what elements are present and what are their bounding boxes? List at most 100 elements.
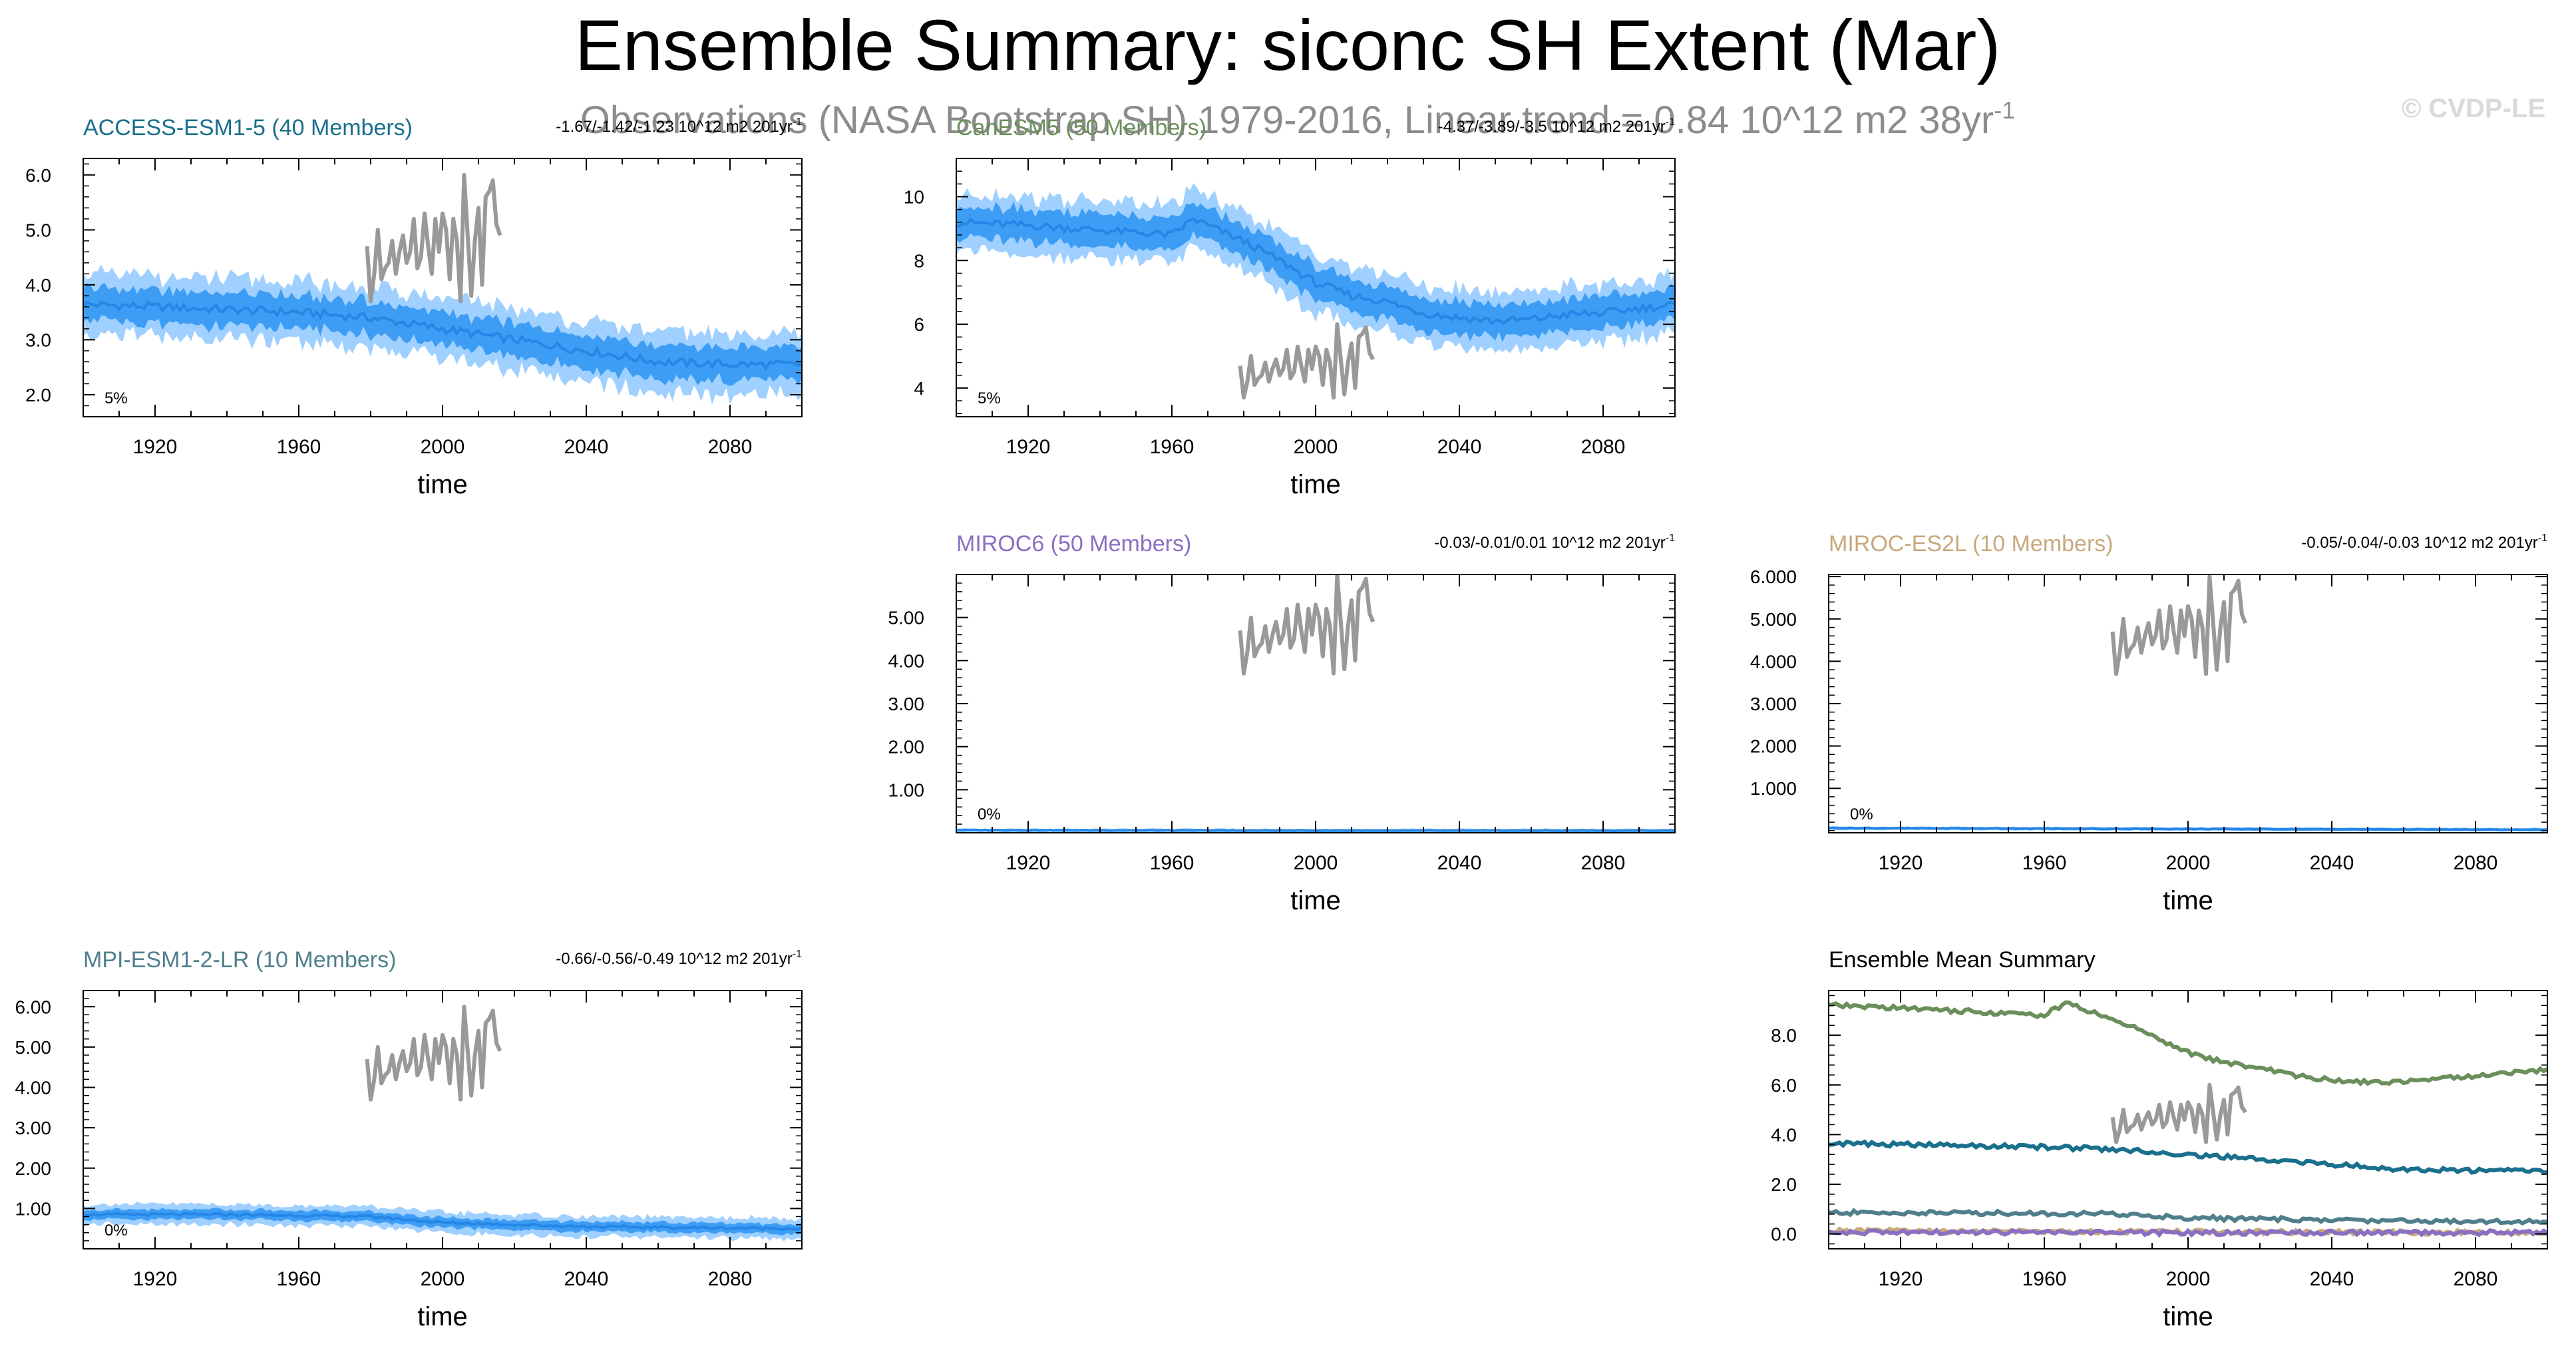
series-line-miroc6 bbox=[1829, 1228, 2547, 1238]
panel-trend-value: -0.03/-0.01/0.01 10^12 m2 201yr bbox=[1434, 534, 1665, 552]
ensemble-spread-band bbox=[956, 201, 1675, 342]
y-tick-label: 2.000 bbox=[1750, 736, 1797, 757]
y-tick-label: 8 bbox=[914, 250, 924, 271]
panel-trend-sup: -1 bbox=[793, 116, 802, 128]
series-line-access-esm1-5 bbox=[1829, 1139, 2547, 1175]
x-tick-label: 2040 bbox=[564, 1268, 609, 1290]
y-tick-label: 1.000 bbox=[1750, 778, 1797, 799]
y-tick-label: 2.00 bbox=[888, 737, 925, 758]
series-line-mpi-esm1-2-lr bbox=[1829, 1208, 2547, 1226]
ensemble-mean-line bbox=[83, 300, 802, 371]
y-tick-label: 6 bbox=[914, 314, 924, 335]
x-tick-label: 1920 bbox=[133, 1268, 178, 1290]
panel-trend-sup: -1 bbox=[1666, 116, 1675, 128]
panel-plot-area bbox=[1829, 1000, 2547, 1238]
x-axis-label: time bbox=[1290, 470, 1341, 499]
panel-plot-area bbox=[956, 574, 1675, 833]
y-tick-label: 1.00 bbox=[888, 780, 925, 800]
panel-trend-text: -1.67/-1.42/-1.23 10^12 m2 201yr-1 bbox=[556, 116, 802, 136]
observations-line bbox=[2110, 1082, 2247, 1144]
observations-line bbox=[365, 1005, 502, 1102]
y-tick-label: 4.00 bbox=[15, 1078, 52, 1098]
y-tick-label: 5.000 bbox=[1750, 609, 1797, 630]
panel-trend-value: -0.66/-0.56/-0.49 10^12 m2 201yr bbox=[556, 950, 792, 968]
panel-title: Ensemble Mean Summary bbox=[1829, 947, 2096, 973]
x-tick-label: 2000 bbox=[421, 436, 465, 458]
y-tick-label: 2.0 bbox=[1771, 1174, 1797, 1195]
observations-line bbox=[1238, 322, 1376, 400]
panel-plot-area bbox=[956, 183, 1675, 400]
panel-trend-sup: -1 bbox=[2538, 533, 2547, 544]
x-axis-label: time bbox=[417, 470, 468, 499]
x-tick-label: 2000 bbox=[2166, 852, 2211, 874]
y-tick-label: 2.00 bbox=[15, 1158, 52, 1179]
percent-label: 5% bbox=[104, 389, 128, 407]
y-tick-label: 4.0 bbox=[1771, 1124, 1797, 1145]
x-tick-label: 1920 bbox=[1006, 852, 1051, 874]
percent-label: 5% bbox=[978, 389, 1001, 407]
observations-line bbox=[2110, 574, 2248, 676]
y-tick-label: 4.00 bbox=[888, 650, 925, 671]
x-tick-label: 2080 bbox=[708, 1268, 753, 1290]
y-tick-label: 8.0 bbox=[1771, 1025, 1797, 1046]
x-axis-label: time bbox=[2163, 886, 2213, 915]
y-tick-label: 0.0 bbox=[1771, 1224, 1797, 1245]
ensemble-mean-line bbox=[83, 1212, 802, 1232]
x-tick-label: 1920 bbox=[1879, 852, 1923, 874]
x-tick-label: 1920 bbox=[1006, 436, 1051, 458]
panel-plot-area bbox=[1829, 574, 2547, 832]
x-tick-label: 1920 bbox=[133, 436, 178, 458]
y-tick-label: 6.00 bbox=[15, 997, 52, 1017]
figure-title: Ensemble Summary: siconc SH Extent (Mar) bbox=[575, 5, 2001, 85]
panel-title: ACCESS-ESM1-5 (40 Members) bbox=[83, 115, 413, 140]
y-tick-label: 4 bbox=[914, 378, 924, 399]
x-tick-label: 2040 bbox=[1437, 852, 1482, 874]
x-tick-label: 2040 bbox=[2310, 852, 2354, 874]
x-tick-label: 1960 bbox=[277, 1268, 321, 1290]
y-tick-label: 5.0 bbox=[25, 220, 51, 240]
y-tick-label: 2.0 bbox=[25, 385, 51, 405]
panel-plot-area bbox=[83, 1005, 802, 1242]
x-tick-label: 1960 bbox=[1150, 436, 1195, 458]
figure-subtitle-text: Observations (NASA Bootstrap SH) 1979-20… bbox=[580, 99, 1994, 142]
panel-canesm: CanESM5 (50 Members) -4.37/-3.89/-3.5 10^… bbox=[904, 115, 1676, 499]
x-tick-label: 2080 bbox=[2454, 1268, 2498, 1290]
x-axis-label: time bbox=[2163, 1302, 2213, 1331]
panel-title: MIROC-ES2L (10 Members) bbox=[1829, 531, 2114, 557]
y-tick-label: 3.00 bbox=[15, 1118, 52, 1138]
panel-trend-text: -0.66/-0.56/-0.49 10^12 m2 201yr-1 bbox=[556, 949, 802, 968]
panel-trend-text: -0.03/-0.01/0.01 10^12 m2 201yr-1 bbox=[1434, 533, 1675, 552]
figure-subtitle-sup: -1 bbox=[1994, 97, 2015, 124]
y-tick-label: 1.00 bbox=[15, 1198, 52, 1219]
figure-subtitle: Observations (NASA Bootstrap SH) 1979-20… bbox=[580, 97, 2016, 142]
panels-group: ACCESS-ESM1-5 (40 Members) -1.67/-1.42/-1… bbox=[15, 115, 2548, 1331]
x-tick-label: 2000 bbox=[1294, 852, 1338, 874]
x-tick-label: 1960 bbox=[1150, 852, 1195, 874]
panel-mirocesl: MIROC-ES2L (10 Members) -0.05/-0.04/-0.03… bbox=[1750, 531, 2548, 915]
y-tick-label: 5.00 bbox=[888, 608, 925, 628]
panel-trend-text: -0.05/-0.04/-0.03 10^12 m2 201yr-1 bbox=[2301, 533, 2547, 552]
x-tick-label: 2040 bbox=[1437, 436, 1482, 458]
panel-miroc6: MIROC6 (50 Members) -0.03/-0.01/0.01 10^1… bbox=[888, 531, 1676, 915]
watermark: © CVDP-LE bbox=[2402, 94, 2545, 123]
y-tick-label: 4.000 bbox=[1750, 651, 1797, 672]
panel-frame bbox=[1828, 990, 2548, 1249]
x-tick-label: 2040 bbox=[2310, 1268, 2354, 1290]
y-tick-label: 3.000 bbox=[1750, 694, 1797, 714]
y-tick-label: 10 bbox=[904, 186, 924, 207]
percent-label: 0% bbox=[104, 1222, 128, 1240]
x-tick-label: 2000 bbox=[421, 1268, 465, 1290]
percent-label: 0% bbox=[1850, 805, 1873, 823]
ensemble-mean-line bbox=[956, 217, 1675, 326]
x-axis-label: time bbox=[1290, 886, 1341, 915]
observations-line bbox=[1238, 574, 1376, 676]
panel-mpi: MPI-ESM1-2-LR (10 Members) -0.66/-0.56/-0… bbox=[15, 947, 803, 1331]
panel-trend-sup: -1 bbox=[1666, 533, 1675, 544]
panel-trend-text: -4.37/-3.89/-3.5 10^12 m2 201yr-1 bbox=[1438, 116, 1675, 136]
panel-title: MIROC6 (50 Members) bbox=[956, 531, 1191, 557]
panel-title: MPI-ESM1-2-LR (10 Members) bbox=[83, 947, 396, 973]
x-tick-label: 2000 bbox=[1294, 436, 1338, 458]
x-tick-label: 2080 bbox=[1581, 852, 1626, 874]
panel-trend-value: -0.05/-0.04/-0.03 10^12 m2 201yr bbox=[2301, 534, 2537, 552]
x-tick-label: 2040 bbox=[564, 436, 609, 458]
